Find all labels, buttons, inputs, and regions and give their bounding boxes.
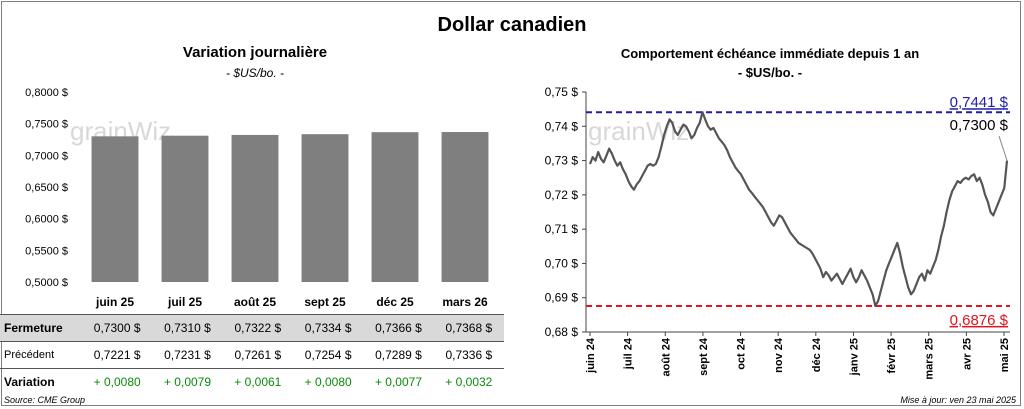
table-cell: 0,7231 $ <box>152 341 223 369</box>
row-label: Précédent <box>0 341 82 369</box>
x-tick-label: juil 25 <box>167 295 202 309</box>
price-line <box>588 111 1009 307</box>
y-tick-label: 0,7500 $ <box>25 119 68 131</box>
y-tick-label: 0,68 $ <box>545 325 579 339</box>
y-tick-label: 0,72 $ <box>545 188 579 202</box>
x-tick-label: déc 25 <box>376 295 414 309</box>
table-cell: + 0,0077 <box>374 375 422 389</box>
x-tick-label: janv 25 <box>848 338 860 376</box>
x-tick-label: avr 25 <box>961 338 973 370</box>
y-tick-label: 0,7000 $ <box>25 150 68 162</box>
data-table: Fermeture 0,7300 $ 0,7310 $ 0,7322 $ 0,7… <box>0 314 504 395</box>
bar <box>441 132 489 282</box>
y-tick-label: 0,6500 $ <box>25 182 68 194</box>
right-chart-title: Comportement échéance immédiate depuis 1… <box>620 46 920 61</box>
max-label: 0,7441 $ <box>950 94 1009 111</box>
y-tick-label: 0,75 $ <box>545 85 579 99</box>
x-tick-label: août 24 <box>660 337 672 376</box>
table-cell: 0,7336 $ <box>433 341 504 369</box>
last-value-label: 0,7300 $ <box>950 117 1009 134</box>
table-cell: + 0,0080 <box>304 375 352 389</box>
bar-chart: grainWiz 0,5000 $0,5500 $0,6000 $0,6500 … <box>25 87 489 309</box>
line-x-axis: juin 24 juil 24 août 24 sept 24 oct 24 nov 24… <box>585 331 1011 380</box>
x-tick-label: juin 25 <box>95 295 134 309</box>
update-note: Mise à jour: ven 23 mai 2025 <box>900 395 1016 405</box>
y-tick-label: 0,70 $ <box>545 256 579 270</box>
table-cell: 0,7310 $ <box>152 314 223 342</box>
bar <box>91 136 139 282</box>
table-cell: 0,7366 $ <box>363 314 434 342</box>
x-tick-label: déc 24 <box>811 337 823 372</box>
x-tick-label: févr 25 <box>886 338 898 373</box>
y-tick-label: 0,5500 $ <box>25 245 68 257</box>
min-label: 0,6876 $ <box>950 312 1009 329</box>
table-cell: + 0,0032 <box>445 375 493 389</box>
watermark-right: grainWiz <box>588 116 689 146</box>
bar <box>301 134 349 282</box>
y-tick-label: 0,74 $ <box>545 119 579 133</box>
y-tick-label: 0,6000 $ <box>25 214 68 226</box>
bar <box>161 135 209 282</box>
y-tick-label: 0,5000 $ <box>25 277 68 289</box>
table-cell: + 0,0079 <box>163 375 212 389</box>
y-tick-label: 0,71 $ <box>545 222 579 236</box>
x-tick-label: mars 26 <box>442 295 488 309</box>
y-tick-label: 0,73 $ <box>545 154 579 168</box>
left-chart-unit: - $US/bo. - <box>225 66 285 80</box>
table-row: Variation + 0,0080 + 0,0079 + 0,0061 + 0… <box>0 369 504 396</box>
table-cell: 0,7289 $ <box>363 341 434 369</box>
reference-lines: 0,7441 $ 0,6876 $ <box>586 94 1010 329</box>
table-cell: 0,7322 $ <box>222 314 293 342</box>
table-row: Précédent 0,7221 $ 0,7231 $ 0,7261 $ 0,7… <box>0 341 504 369</box>
table-cell: 0,7300 $ <box>82 314 153 342</box>
table-cell: + 0,0061 <box>234 375 282 389</box>
x-tick-label: mars 25 <box>924 338 936 380</box>
bar <box>371 132 419 282</box>
x-tick-label: sept 24 <box>698 337 710 376</box>
source-note: Source: CME Group <box>4 395 86 405</box>
x-tick-label: juin 24 <box>585 337 597 374</box>
row-label: Variation <box>4 375 55 389</box>
bar-y-axis: 0,5000 $ 0,5500 $ 0,6000 $ 0,6500 $ 0,7000 $… <box>25 87 68 289</box>
bar-series <box>91 132 489 282</box>
table-cell: + 0,0080 <box>93 375 141 389</box>
row-label: Fermeture <box>0 314 82 342</box>
y-tick-label: 0,69 $ <box>545 291 579 305</box>
x-tick-label: sept 25 <box>304 295 346 309</box>
line-y-axis: 0,68 $ 0,69 $ 0,70 $ 0,71 $ 0,72 $ 0,73 $ 0,74… <box>545 85 587 339</box>
x-tick-label: nov 24 <box>773 337 785 373</box>
last-value-leader <box>998 135 1008 161</box>
bar-x-axis: juin 25 juil 25 août 25 sept 25 déc 25 mars 2… <box>95 295 488 309</box>
table-cell: 0,7254 $ <box>292 341 364 369</box>
line-series: 0,7300 $ <box>588 111 1009 307</box>
table-cell: 0,7334 $ <box>292 314 364 342</box>
x-tick-label: oct 24 <box>736 337 748 370</box>
y-tick-label: 0,8000 $ <box>25 87 68 99</box>
table-row: Fermeture 0,7300 $ 0,7310 $ 0,7322 $ 0,7… <box>0 314 504 342</box>
page-title: Dollar canadien <box>437 14 587 36</box>
x-tick-label: mai 25 <box>999 338 1011 372</box>
bar <box>231 134 279 282</box>
table-cell: 0,7261 $ <box>222 341 293 369</box>
x-tick-label: juil 24 <box>623 337 635 370</box>
x-tick-label: août 25 <box>234 295 276 309</box>
table-cell: 0,7221 $ <box>82 341 153 369</box>
left-chart-title: Variation journalière <box>182 44 328 61</box>
table-cell: 0,7368 $ <box>433 314 504 342</box>
right-chart-unit: - $US/bo. - <box>737 65 803 80</box>
